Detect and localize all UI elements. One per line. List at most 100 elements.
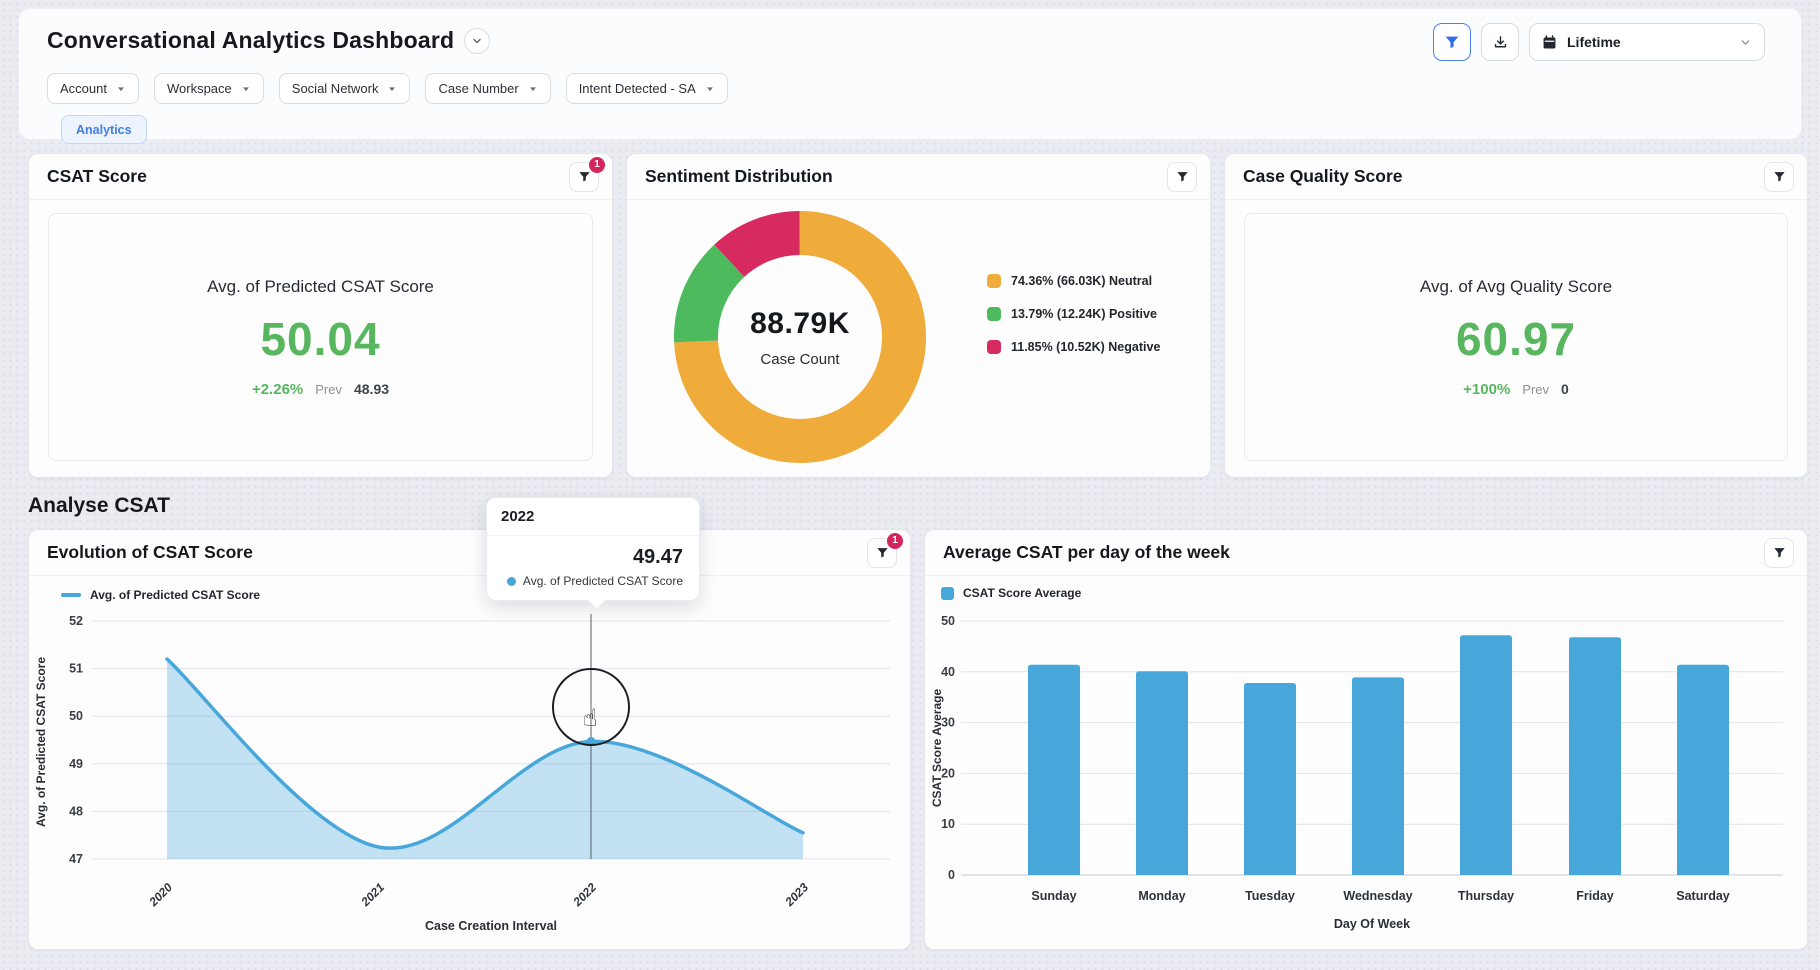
x-tick-label: Monday [1138,889,1185,903]
card-title: Case Quality Score [1243,166,1403,187]
metric-prev-label: Prev [315,382,342,397]
card-filter-button[interactable]: 1 [569,162,599,192]
dashboard-page: Conversational Analytics Dashboard Lifet… [0,0,1820,970]
date-range-select[interactable]: Lifetime [1529,23,1765,61]
x-tick-label: 2023 [782,880,812,910]
hand-cursor-icon: ☝ [583,704,598,732]
bar-friday[interactable] [1569,637,1621,875]
legend-item-negative: 11.85% (10.52K) Negative [987,340,1160,354]
metric-value: 60.97 [1456,312,1576,366]
bar-monday[interactable] [1136,671,1188,875]
bar-chart-plot[interactable]: 50403020100SundayMondayTuesdayWednesdayT… [925,530,1809,951]
metric-delta: +100% [1463,381,1510,398]
y-tick-label: 0 [948,868,955,882]
caret-down-icon [116,84,126,94]
card-header: CSAT Score 1 [29,154,612,200]
metric-prev-value: 48.93 [354,381,389,397]
bar-wednesday[interactable] [1352,677,1404,875]
filter-pill-row: Account Workspace Social Network Case Nu… [47,73,728,104]
y-axis-title: CSAT Score Average [930,689,944,808]
filter-pill-intent-detected[interactable]: Intent Detected - SA [566,73,728,104]
date-range-value: Lifetime [1567,34,1729,50]
metric-box: Avg. of Avg Quality Score 60.97 +100% Pr… [1244,213,1788,461]
filter-pill-label: Intent Detected - SA [579,81,696,96]
chevron-down-icon [471,35,483,47]
area-fill [167,659,803,859]
metric-sub-row: +2.26% Prev 48.93 [252,381,389,398]
y-tick-label: 47 [69,852,83,866]
dashboard-switcher-button[interactable] [464,28,490,54]
header-toolbar: Lifetime [1433,23,1765,61]
legend-swatch [987,307,1001,321]
legend-swatch [987,274,1001,288]
title-row: Conversational Analytics Dashboard [47,27,490,54]
bar-tuesday[interactable] [1244,683,1296,875]
x-axis-title: Day Of Week [1334,917,1410,931]
card-filter-button[interactable] [1764,162,1794,192]
filter-funnel-icon [1773,170,1786,183]
y-tick-label: 50 [69,709,83,723]
x-tick-label: 2021 [358,880,388,910]
page-title: Conversational Analytics Dashboard [47,27,454,54]
metric-box: Avg. of Predicted CSAT Score 50.04 +2.26… [48,213,593,461]
x-tick-label: Saturday [1676,889,1730,903]
y-tick-label: 40 [941,665,955,679]
tab-label: Analytics [76,123,132,137]
header-panel: Conversational Analytics Dashboard Lifet… [18,8,1802,140]
card-filter-button[interactable] [1167,162,1197,192]
cursor-focus-ring: ☝ [552,668,630,746]
line-chart-plot[interactable]: 5251504948472020202120222023Case Creatio… [29,530,912,951]
bar-thursday[interactable] [1460,635,1512,875]
x-tick-label: Thursday [1458,889,1514,903]
case-quality-score-card: Case Quality Score Avg. of Avg Quality S… [1224,153,1808,478]
filter-funnel-icon [578,170,591,183]
filter-pill-social-network[interactable]: Social Network [279,73,411,104]
tooltip-series-row: Avg. of Predicted CSAT Score [507,574,683,588]
y-tick-label: 52 [69,614,83,628]
caret-down-icon [241,84,251,94]
metric-label: Avg. of Avg Quality Score [1420,277,1612,297]
legend-label: 11.85% (10.52K) Negative [1011,340,1160,354]
donut-legend: 74.36% (66.03K) Neutral 13.79% (12.24K) … [987,274,1160,354]
filter-pill-account[interactable]: Account [47,73,139,104]
filter-pill-workspace[interactable]: Workspace [154,73,264,104]
x-tick-label: 2022 [570,880,600,910]
legend-item-positive: 13.79% (12.24K) Positive [987,307,1160,321]
y-tick-label: 51 [69,662,83,676]
calendar-icon [1542,35,1557,50]
card-title: Sentiment Distribution [645,166,833,187]
global-filter-button[interactable] [1433,23,1471,61]
chart-tooltip: 2022 49.47 Avg. of Predicted CSAT Score [486,497,700,601]
caret-down-icon [528,84,538,94]
legend-swatch [987,340,1001,354]
filter-funnel-icon [1176,170,1189,183]
x-tick-label: Sunday [1031,889,1076,903]
legend-label: 74.36% (66.03K) Neutral [1011,274,1152,288]
y-tick-label: 49 [69,757,83,771]
bar-saturday[interactable] [1677,665,1729,875]
csat-score-card: CSAT Score 1 Avg. of Predicted CSAT Scor… [28,153,613,478]
metric-prev-value: 0 [1561,381,1569,397]
caret-down-icon [705,84,715,94]
filter-funnel-icon [1444,34,1460,50]
download-button[interactable] [1481,23,1519,61]
bar-sunday[interactable] [1028,665,1080,875]
y-tick-label: 48 [69,804,83,818]
filter-pill-label: Workspace [167,81,232,96]
tooltip-value: 49.47 [633,546,683,569]
filter-pill-case-number[interactable]: Case Number [425,73,550,104]
card-header: Case Quality Score [1225,154,1807,200]
y-tick-label: 50 [941,614,955,628]
y-tick-label: 10 [941,817,955,831]
metric-value: 50.04 [260,312,380,366]
tab-analytics[interactable]: Analytics [61,115,147,144]
weekday-chart-card: Average CSAT per day of the week CSAT Sc… [924,529,1808,950]
tooltip-series-label: Avg. of Predicted CSAT Score [523,574,683,588]
filter-pill-label: Social Network [292,81,379,96]
metric-sub-row: +100% Prev 0 [1463,381,1569,398]
legend-label: 13.79% (12.24K) Positive [1011,307,1157,321]
filter-pill-label: Account [60,81,107,96]
chevron-down-icon [1739,36,1752,49]
series-dot-icon [507,577,516,586]
evolution-chart-card: Evolution of CSAT Score 1 Avg. of Predic… [28,529,911,950]
